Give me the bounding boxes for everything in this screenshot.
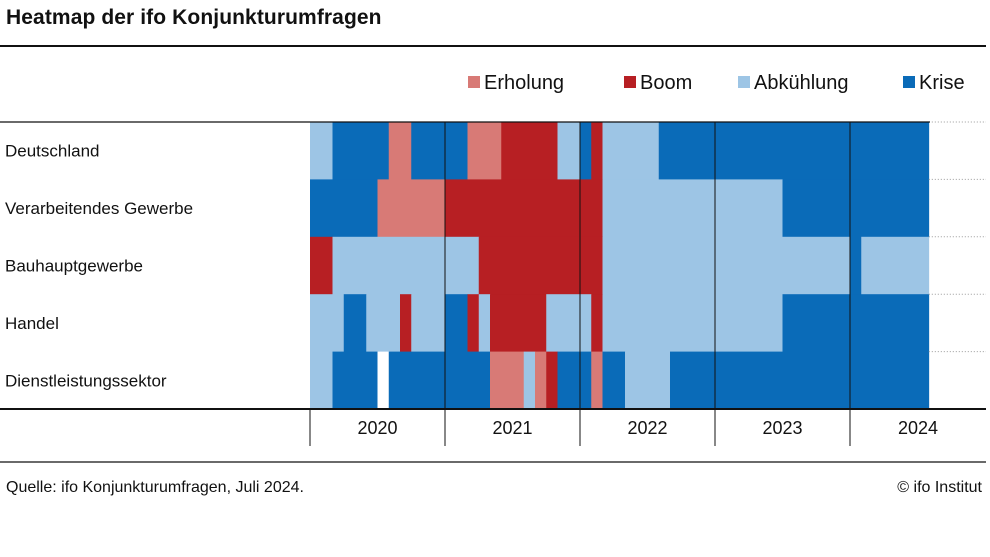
heatmap-cell-4-10	[602, 351, 626, 410]
heatmap-cell-0-4	[467, 122, 502, 180]
heatmap-cell-1-4	[782, 179, 930, 238]
heatmap-cell-3-10	[591, 294, 603, 352]
heatmap-cell-2-3	[602, 236, 851, 295]
heatmap-cell-3-11	[602, 294, 783, 352]
heatmap-cell-0-6	[557, 122, 581, 180]
heatmap-cell-4-3	[388, 351, 491, 410]
legend-label-1: Boom	[640, 72, 692, 94]
heatmap-cell-1-2	[445, 179, 603, 238]
heatmap-cell-3-12	[782, 294, 930, 352]
heatmap-cell-0-0	[310, 122, 333, 180]
heatmap-cell-4-2	[377, 351, 390, 410]
legend-label-3: Krise	[919, 72, 965, 94]
heatmap-cell-3-1	[343, 294, 367, 352]
credit-note: © ifo Institut	[897, 479, 982, 496]
chart-title: Heatmap der ifo Konjunkturumfragen	[6, 6, 382, 29]
heatmap-cell-4-5	[523, 351, 536, 410]
heatmap-cell-2-1	[332, 236, 480, 295]
legend-swatch-2	[738, 76, 750, 88]
year-label-2022: 2022	[627, 418, 667, 438]
heatmap-cell-4-6	[535, 351, 547, 410]
heatmap-cell-4-7	[546, 351, 558, 410]
heatmap-cell-2-0	[310, 236, 333, 295]
row-label-2: Bauhauptgewerbe	[5, 257, 143, 276]
year-label-2024: 2024	[898, 418, 938, 438]
x-axis: 2020 2021 2022 2023 2024	[309, 409, 938, 446]
source-note: Quelle: ifo Konjunkturumfragen, Juli 202…	[6, 479, 304, 496]
heatmap-cell-4-0	[310, 351, 333, 410]
year-label-2020: 2020	[357, 418, 397, 438]
heatmap-cell-3-9	[546, 294, 592, 352]
heatmap-cell-2-2	[478, 236, 603, 295]
row-label-3: Handel	[5, 314, 59, 333]
heatmap-cell-3-3	[400, 294, 412, 352]
heatmap-cell-0-3	[411, 122, 468, 180]
heatmap-cell-0-7	[580, 122, 592, 180]
heatmap-cell-4-8	[557, 351, 592, 410]
heatmap-cell-4-1	[332, 351, 378, 410]
year-label-2023: 2023	[762, 418, 802, 438]
legend-swatch-0	[468, 76, 480, 88]
heatmap-cell-1-1	[377, 179, 446, 238]
heatmap-cell-4-11	[625, 351, 671, 410]
heatmap-cell-0-5	[501, 122, 558, 180]
heatmap-cell-2-4	[850, 236, 862, 295]
heatmap-cell-3-5	[445, 294, 468, 352]
heatmap-cell-0-1	[332, 122, 390, 180]
heatmap-cell-0-2	[388, 122, 412, 180]
heatmap-cell-4-9	[591, 351, 603, 410]
heatmap-cell-3-0	[310, 294, 345, 352]
heatmap-cell-4-12	[670, 351, 930, 410]
row-label-4: Dienstleistungssektor	[5, 371, 167, 390]
heatmap-cell-3-4	[411, 294, 446, 352]
heatmap-cell-3-7	[478, 294, 491, 352]
heatmap-cells	[310, 122, 930, 410]
heatmap-cell-3-2	[366, 294, 401, 352]
heatmap-cell-1-0	[310, 179, 378, 238]
heatmap-cell-0-9	[602, 122, 660, 180]
heatmap-cell-3-8	[490, 294, 547, 352]
heatmap-cell-2-5	[861, 236, 930, 295]
year-dividers	[444, 122, 851, 409]
row-label-0: Deutschland	[5, 142, 100, 161]
heatmap-cell-0-10	[658, 122, 930, 180]
heatmap-cell-0-8	[591, 122, 603, 180]
legend-label-0: Erholung	[484, 72, 564, 94]
legend-label-2: Abkühlung	[754, 72, 849, 94]
row-label-1: Verarbeitendes Gewerbe	[5, 199, 193, 218]
heatmap-cell-3-6	[467, 294, 480, 352]
heatmap-cell-4-4	[490, 351, 525, 410]
legend-swatch-1	[624, 76, 636, 88]
heatmap-cell-1-3	[602, 179, 783, 238]
year-label-2021: 2021	[492, 418, 532, 438]
row-gridlines	[928, 121, 986, 353]
legend: Erholung Boom Abkühlung Krise	[468, 72, 965, 94]
legend-swatch-3	[903, 76, 915, 88]
row-labels: Deutschland Verarbeitendes Gewerbe Bauhaup…	[5, 142, 193, 391]
